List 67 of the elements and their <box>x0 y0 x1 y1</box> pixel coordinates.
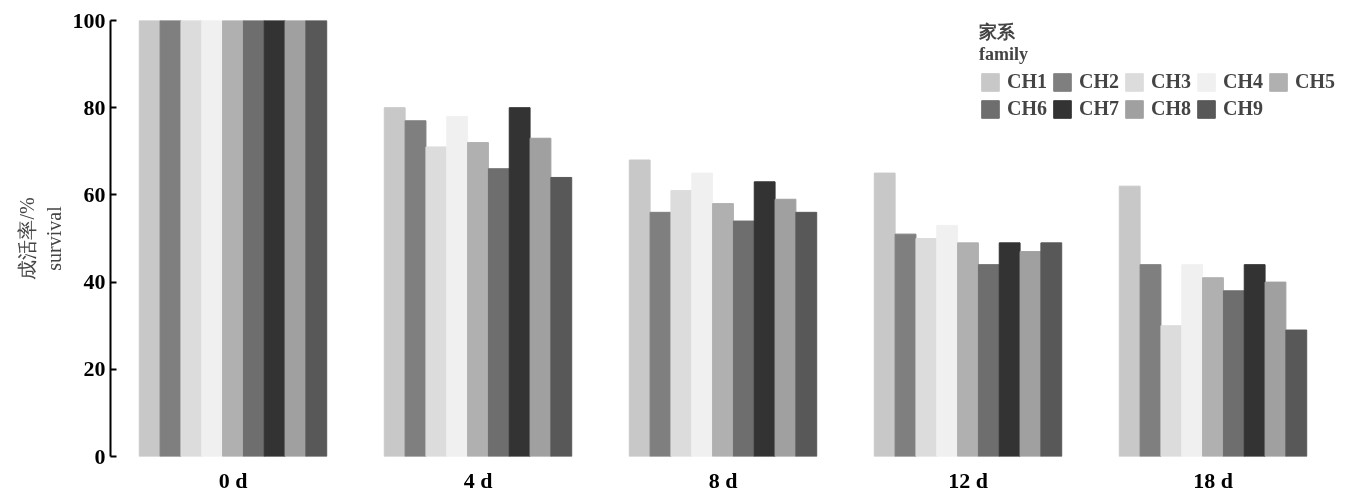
bar <box>795 211 818 457</box>
bar <box>284 20 307 457</box>
legend-label: CH1 <box>1007 70 1047 93</box>
bar <box>670 190 693 457</box>
bar <box>508 107 531 457</box>
bar <box>1181 264 1204 457</box>
bar <box>691 172 714 457</box>
x-tick-label: 0 d <box>218 467 248 493</box>
legend-label: CH7 <box>1079 97 1119 120</box>
bar <box>977 264 1000 457</box>
bar <box>873 172 896 457</box>
bar <box>138 20 161 457</box>
bar <box>305 20 328 457</box>
bar <box>201 20 224 457</box>
legend-title: 家系 family <box>979 21 1029 65</box>
x-tick-label: 8 d <box>708 467 738 493</box>
bar <box>1160 325 1183 457</box>
bar <box>712 203 734 457</box>
y-tick-label: 60 <box>83 181 106 207</box>
legend-label: CH6 <box>1007 97 1047 120</box>
bar <box>1040 242 1063 457</box>
bar <box>550 176 573 457</box>
bar <box>998 242 1021 457</box>
bar <box>1264 281 1287 457</box>
bar <box>649 211 672 457</box>
bar <box>467 142 489 457</box>
x-tick-label: 12 d <box>948 467 988 493</box>
legend-label: CH9 <box>1223 97 1263 120</box>
bar <box>383 107 406 457</box>
bar <box>263 20 286 457</box>
bar <box>1019 251 1042 457</box>
legend-label: CH3 <box>1151 70 1191 93</box>
bar <box>894 233 917 457</box>
bar <box>487 168 510 457</box>
y-tick-label: 100 <box>72 7 106 33</box>
legend-label: CH8 <box>1151 97 1191 120</box>
bar <box>222 20 244 457</box>
y-axis-title: 成活率/% survival <box>16 197 65 280</box>
bar <box>159 20 182 457</box>
legend-label: CH2 <box>1079 70 1119 93</box>
bar <box>1139 264 1162 457</box>
legend-label: CH5 <box>1295 70 1335 93</box>
bar <box>774 198 797 457</box>
bar <box>1243 264 1266 457</box>
bar <box>242 20 265 457</box>
y-tick-label: 20 <box>83 356 106 382</box>
legend-label: CH4 <box>1223 70 1263 93</box>
bar <box>446 115 469 457</box>
bar <box>957 242 979 457</box>
bar <box>1222 290 1245 457</box>
bar <box>529 137 552 457</box>
bar <box>1118 185 1141 457</box>
bar <box>732 220 755 457</box>
bar <box>753 181 776 457</box>
bar <box>425 146 448 457</box>
bar <box>1285 329 1308 457</box>
bar <box>915 238 938 457</box>
x-tick-label: 18 d <box>1193 467 1233 493</box>
bar <box>628 159 651 457</box>
bar <box>1202 277 1224 457</box>
bar <box>404 120 427 457</box>
bar <box>180 20 203 457</box>
bar <box>936 224 959 457</box>
y-tick-label: 80 <box>83 94 106 120</box>
x-tick-label: 4 d <box>463 467 493 493</box>
y-tick-label: 40 <box>83 269 106 295</box>
y-tick-label: 0 <box>94 443 106 469</box>
